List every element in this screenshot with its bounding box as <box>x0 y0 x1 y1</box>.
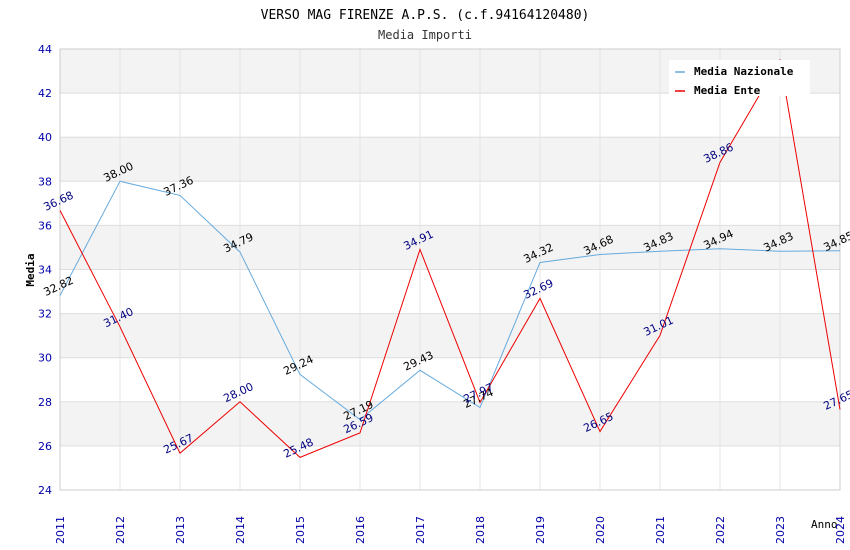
x-tick-label: 2015 <box>294 516 307 544</box>
series-line-media-ente <box>59 58 841 458</box>
y-tick-label: 34 <box>38 264 52 277</box>
chart-title: VERSO MAG FIRENZE A.P.S. (c.f.9416412048… <box>261 8 590 23</box>
x-tick-label: 2013 <box>174 516 187 544</box>
y-tick-labels: 24 26 28 30 32 34 36 38 40 42 44 <box>38 43 52 497</box>
x-axis-label: Anno <box>811 518 838 531</box>
series-line-media-nazionale <box>59 180 841 421</box>
y-tick-label: 26 <box>38 440 52 453</box>
legend-label-media-ente: Media Ente <box>694 84 761 97</box>
legend-box <box>669 60 810 96</box>
legend-label-media-nazionale: Media Nazionale <box>694 65 794 78</box>
y-tick-label: 30 <box>38 352 52 365</box>
x-tick-label: 2017 <box>414 516 427 544</box>
x-tick-label: 2011 <box>54 516 67 544</box>
x-tick-label: 2012 <box>114 516 127 544</box>
background-band <box>60 313 840 358</box>
background-band <box>60 401 840 446</box>
data-label-media-nazionale: 32.82 <box>41 274 75 299</box>
y-tick-label: 40 <box>38 131 52 144</box>
x-tick-label: 2023 <box>774 516 787 544</box>
y-tick-label: 32 <box>38 308 52 321</box>
x-tick-label: 2019 <box>534 516 547 544</box>
x-tick-label: 2024 <box>834 516 847 544</box>
x-tick-label: 2022 <box>714 516 727 544</box>
x-tick-label: 2021 <box>654 516 667 544</box>
y-tick-label: 36 <box>38 219 52 232</box>
background-band <box>60 225 840 270</box>
plot-frame <box>59 48 841 491</box>
x-tick-label: 2014 <box>234 516 247 544</box>
x-tick-labels: 2011 2012 2013 2014 2015 2016 2017 2018 2019 2020… <box>54 516 847 544</box>
x-tick-label: 2018 <box>474 516 487 544</box>
y-tick-label: 24 <box>38 484 52 497</box>
series-lines <box>59 58 841 458</box>
y-axis-label: Media <box>24 253 37 286</box>
legend: Media Nazionale Media Ente <box>669 60 810 97</box>
y-tick-label: 38 <box>38 175 52 188</box>
y-tick-label: 44 <box>38 43 52 56</box>
background-band <box>60 137 840 182</box>
y-tick-label: 28 <box>38 396 52 409</box>
chart-subtitle: Media Importi <box>378 28 472 42</box>
y-tick-label: 42 <box>38 87 52 100</box>
data-label-media-ente: 32.69 <box>521 277 555 302</box>
x-tick-label: 2016 <box>354 516 367 544</box>
data-label-media-ente: 36.68 <box>41 189 75 214</box>
x-tick-label: 2020 <box>594 516 607 544</box>
background-bands <box>60 49 840 446</box>
